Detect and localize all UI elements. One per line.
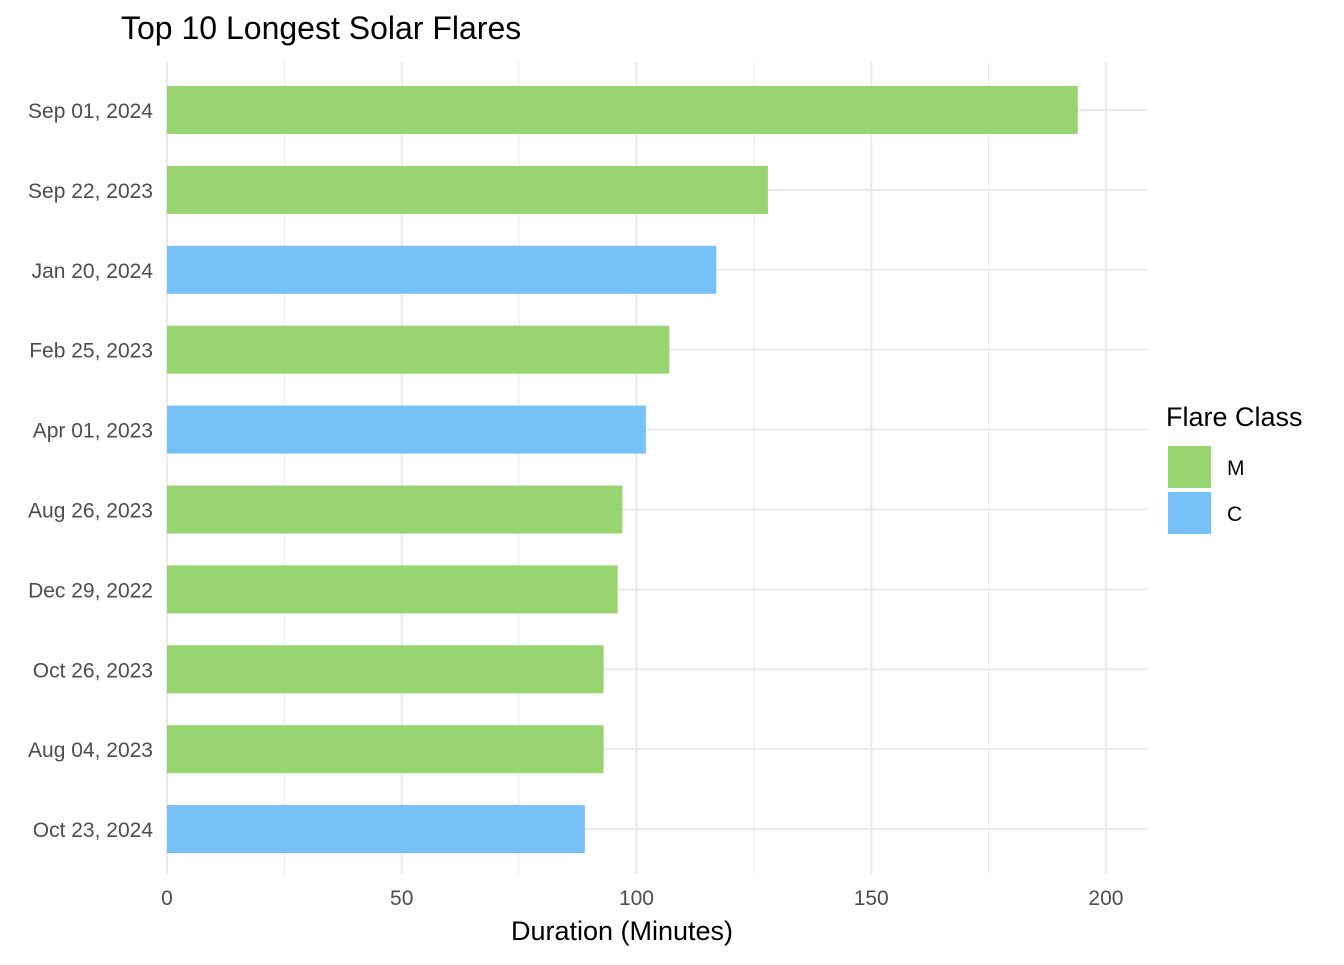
legend-label-c: C [1227, 503, 1242, 526]
bar-sep-01-2024[interactable] [167, 86, 1078, 134]
x-tick-label: 50 [390, 887, 413, 910]
chart-title: Top 10 Longest Solar Flares [121, 10, 521, 46]
bar-oct-23-2024[interactable] [167, 805, 585, 854]
y-tick-label: Aug 26, 2023 [28, 500, 153, 523]
bar-feb-25-2023[interactable] [167, 325, 670, 374]
bar-aug-04-2023[interactable] [167, 725, 604, 774]
legend[interactable]: Flare Class MC [1166, 402, 1303, 534]
y-tick-label: Feb 25, 2023 [29, 340, 153, 363]
bar-oct-26-2023[interactable] [167, 645, 604, 694]
y-axis-tick-labels: Sep 01, 2024 Sep 22, 2023 Jan 20, 2024 Feb … [28, 100, 153, 842]
y-tick-label: Sep 22, 2023 [28, 180, 153, 203]
y-tick-label: Sep 01, 2024 [28, 100, 153, 123]
x-tick-label: 200 [1088, 887, 1123, 910]
bar-aug-26-2023[interactable] [167, 485, 623, 534]
y-tick-label: Jan 20, 2024 [32, 260, 154, 283]
x-tick-label: 150 [854, 887, 889, 910]
bar-dec-29-2022[interactable] [167, 565, 618, 614]
bar-apr-01-2023[interactable] [167, 405, 646, 454]
x-axis-tick-labels: 0 50 100 150 200 [161, 887, 1123, 910]
legend-key-c [1168, 492, 1211, 534]
y-tick-label: Oct 26, 2023 [33, 659, 153, 682]
y-tick-label: Oct 23, 2024 [33, 819, 154, 842]
y-tick-label: Apr 01, 2023 [33, 420, 153, 443]
bars [167, 86, 1078, 854]
x-tick-label: 0 [161, 887, 173, 910]
x-axis-title: Duration (Minutes) [511, 916, 733, 946]
legend-label-m: M [1227, 457, 1245, 480]
y-tick-label: Dec 29, 2022 [28, 579, 153, 602]
bar-jan-20-2024[interactable] [167, 245, 717, 294]
legend-title: Flare Class [1166, 402, 1303, 432]
y-tick-label: Aug 04, 2023 [28, 739, 153, 762]
x-tick-label: 100 [619, 887, 654, 910]
bar-sep-22-2023[interactable] [167, 165, 768, 214]
legend-key-m [1168, 446, 1211, 488]
